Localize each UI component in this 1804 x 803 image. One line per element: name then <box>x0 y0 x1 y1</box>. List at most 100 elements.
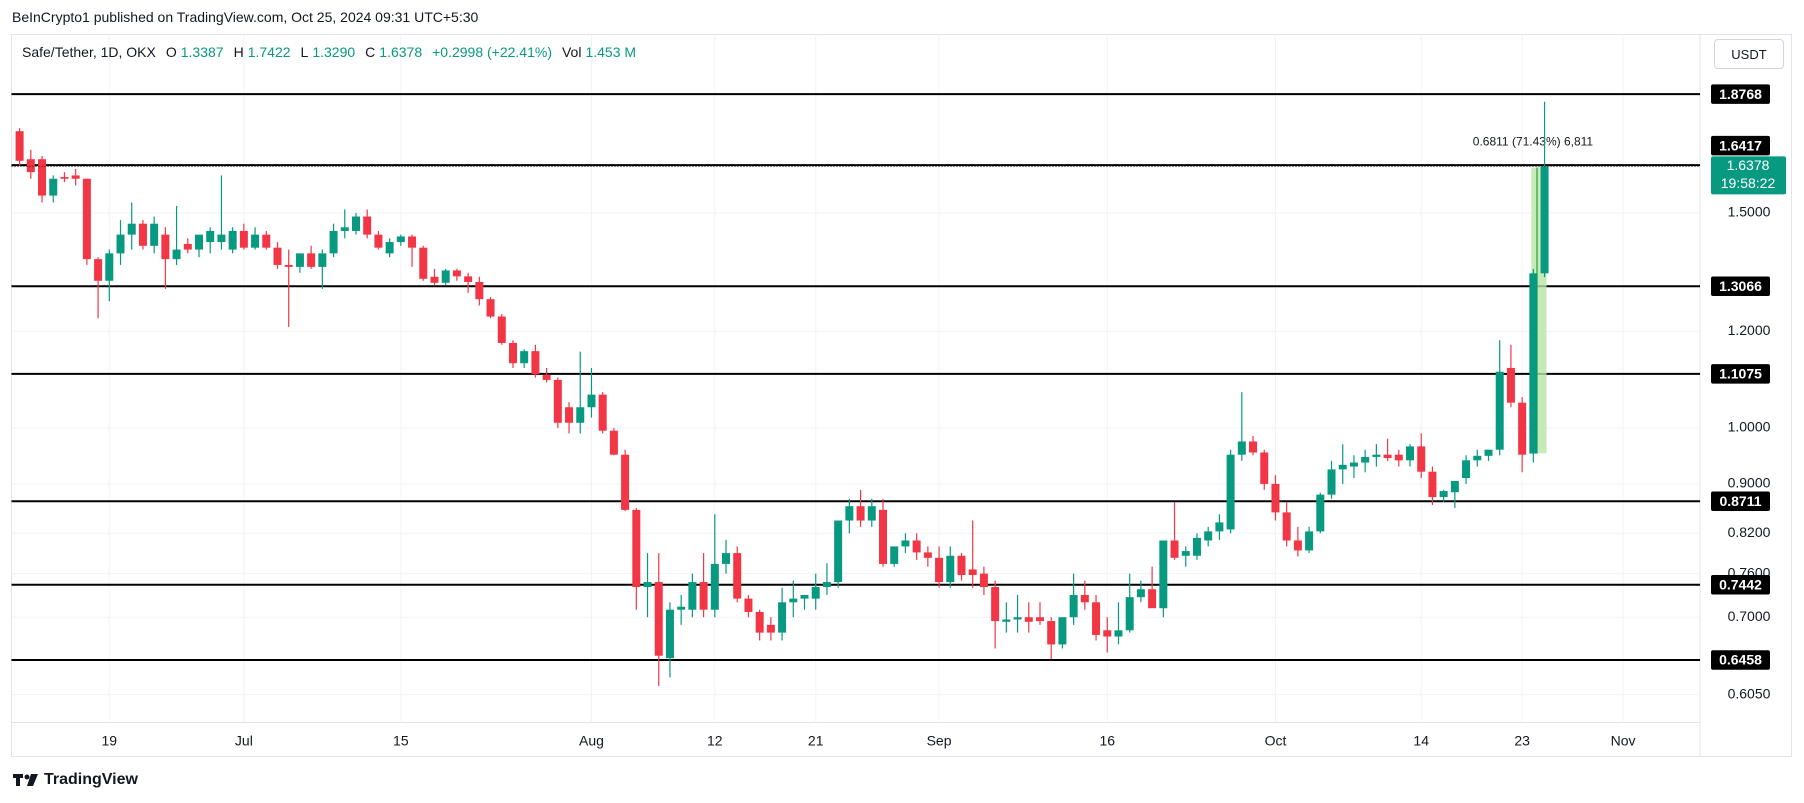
legend-key: L <box>300 44 309 60</box>
candle-body <box>1035 617 1044 622</box>
candle-body <box>1473 455 1482 461</box>
candle-body <box>609 430 618 455</box>
candle-body <box>1406 446 1415 461</box>
candle-body <box>867 506 876 521</box>
candle-body <box>744 598 753 612</box>
x-tick-label: 16 <box>1099 733 1115 749</box>
x-tick-label: 19 <box>102 733 118 749</box>
candle-body <box>60 177 69 179</box>
level-label: 0.7442 <box>1719 576 1762 592</box>
candle-body <box>71 175 80 179</box>
x-tick-label: Sep <box>927 733 952 749</box>
candle-body <box>1103 630 1112 637</box>
candle-body <box>1349 462 1358 467</box>
candle-body <box>1159 540 1168 609</box>
candle-body <box>542 375 551 380</box>
candle-body <box>688 582 697 610</box>
brand: TradingView <box>44 771 138 788</box>
candle-body <box>1069 594 1078 618</box>
candle-body <box>206 230 215 243</box>
level-label: 0.6458 <box>1719 652 1762 668</box>
candle-body <box>228 230 237 250</box>
candle-body <box>665 609 674 659</box>
symbol: Safe/Tether, 1D, OKX <box>22 44 156 60</box>
legend-value: 1.6378 <box>379 44 423 60</box>
x-tick-label: 23 <box>1514 733 1530 749</box>
y-tick-label: 0.7000 <box>1728 608 1771 624</box>
candle-body <box>834 520 843 583</box>
candle-body <box>26 159 35 173</box>
candle-body <box>1394 454 1403 461</box>
y-tick-label: 0.6050 <box>1728 685 1771 701</box>
legend-value: 1.3290 <box>312 44 356 60</box>
level-label: 0.8711 <box>1719 493 1761 509</box>
candle-body <box>755 611 764 633</box>
candle-body <box>778 602 787 633</box>
x-tick-label: 21 <box>808 733 824 749</box>
candle-body <box>1282 512 1291 541</box>
candle-body <box>430 276 439 283</box>
candle-body <box>150 223 159 246</box>
candle-body <box>1439 491 1448 498</box>
x-tick-label: 14 <box>1413 733 1429 749</box>
legend-key: C <box>365 44 376 60</box>
candle-body <box>991 587 1000 622</box>
x-tick-label: Aug <box>579 733 604 749</box>
last-price-label: 1.6378 <box>1727 157 1770 173</box>
candle-body <box>1417 446 1426 472</box>
candles <box>15 101 1549 686</box>
candle-body <box>408 236 417 248</box>
candle-body <box>1237 441 1246 455</box>
candle-body <box>172 249 181 260</box>
candle-body <box>251 234 260 248</box>
candle-body <box>1058 617 1067 645</box>
candle-body <box>1495 371 1504 450</box>
candle-body <box>1002 619 1011 622</box>
candle-body <box>262 234 271 248</box>
candle-body <box>1215 522 1224 532</box>
candle-body <box>1192 537 1201 556</box>
candle-body <box>1092 602 1101 635</box>
candle-body <box>329 230 338 254</box>
legend-value: 1.3387 <box>180 44 224 60</box>
candle-body <box>710 563 719 610</box>
legend-volume: 1.453 M <box>585 44 637 60</box>
candle-body <box>935 557 944 583</box>
candle-body <box>1148 589 1157 609</box>
candle-body <box>598 394 607 431</box>
candle-body <box>1114 630 1123 637</box>
candle-body <box>1361 456 1370 463</box>
candle-body <box>217 234 226 243</box>
candle-body <box>643 582 652 588</box>
candle-body <box>901 540 910 547</box>
footer-logo <box>13 774 38 786</box>
candle-body <box>1080 594 1089 603</box>
candle-body <box>195 234 204 250</box>
candle-body <box>307 253 316 267</box>
y-tick-label: 1.0000 <box>1728 419 1771 435</box>
candle-body <box>396 236 405 243</box>
candle-body <box>923 552 932 558</box>
currency-button[interactable]: USDT <box>1714 39 1784 69</box>
candle-body <box>1316 494 1325 532</box>
candle-body <box>1136 589 1145 598</box>
candle-body <box>890 546 899 564</box>
candle-body <box>845 506 854 521</box>
level-label-box <box>1711 135 1770 156</box>
candle-body <box>1383 454 1392 459</box>
candle-body <box>1204 531 1213 541</box>
candle-body <box>632 509 641 588</box>
candle-body <box>1170 540 1179 558</box>
chart-frame <box>11 34 1792 757</box>
candle-body <box>374 234 383 248</box>
candle-body <box>1305 531 1314 551</box>
candle-body <box>766 624 775 633</box>
level-label: 1.3066 <box>1719 278 1762 294</box>
candle-body <box>1327 469 1336 495</box>
candle-body <box>531 351 540 375</box>
level-label-box <box>1711 575 1770 595</box>
candle-body <box>1226 454 1235 530</box>
grid <box>11 34 1700 723</box>
candle-body <box>1540 166 1549 274</box>
x-tick-label: 15 <box>393 733 409 749</box>
